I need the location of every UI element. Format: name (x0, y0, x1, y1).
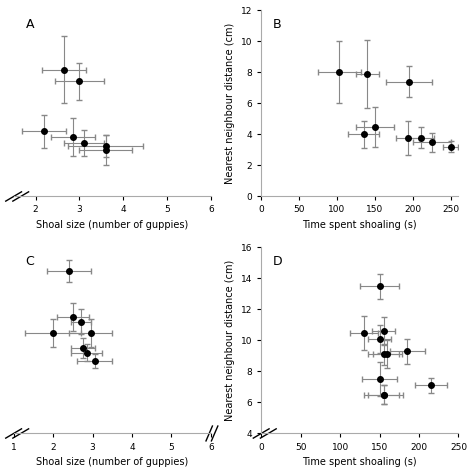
X-axis label: Time spent shoaling (s): Time spent shoaling (s) (302, 457, 417, 467)
Text: A: A (26, 18, 34, 31)
Text: D: D (273, 255, 283, 268)
Text: B: B (273, 18, 282, 31)
X-axis label: Shoal size (number of guppies): Shoal size (number of guppies) (36, 457, 188, 467)
Text: C: C (26, 255, 34, 268)
Y-axis label: Nearest neighbour distance (cm): Nearest neighbour distance (cm) (225, 23, 235, 184)
X-axis label: Time spent shoaling (s): Time spent shoaling (s) (302, 220, 417, 230)
Y-axis label: Nearest neighbour distance (cm): Nearest neighbour distance (cm) (225, 260, 235, 421)
X-axis label: Shoal size (number of guppies): Shoal size (number of guppies) (36, 220, 188, 230)
